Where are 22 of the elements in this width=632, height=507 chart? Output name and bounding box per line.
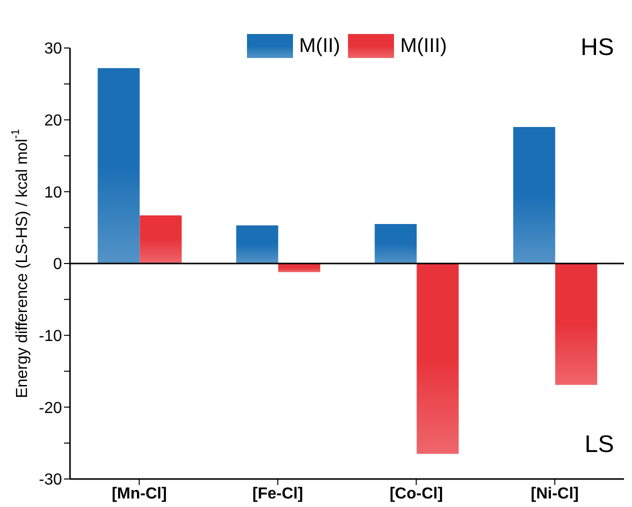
legend-label: M(II) — [299, 34, 340, 58]
annotation: HS — [580, 34, 614, 62]
y-tick-label: 30 — [44, 40, 62, 58]
x-tick-label: [Mn-Cl] — [112, 485, 167, 502]
y-tick-label: -30 — [38, 472, 62, 489]
legend-label: M(III) — [400, 34, 447, 58]
x-tick-label: [Ni-Cl] — [530, 485, 579, 502]
y-tick-label: 0 — [53, 256, 62, 274]
x-tick-label: [Fe-Cl] — [252, 485, 304, 502]
y-tick-label: 10 — [44, 184, 62, 202]
y-tick-label: -20 — [38, 400, 62, 417]
y-tick-label: -10 — [38, 328, 62, 346]
bar — [374, 224, 417, 264]
bar — [513, 127, 556, 264]
x-tick-label: [Co-Cl] — [390, 485, 443, 502]
bar — [98, 68, 140, 264]
y-tick-label: 20 — [44, 112, 62, 130]
bar — [236, 225, 278, 264]
bar — [555, 264, 598, 385]
bar — [416, 264, 459, 454]
annotation: LS — [584, 431, 614, 459]
bar — [140, 215, 182, 264]
